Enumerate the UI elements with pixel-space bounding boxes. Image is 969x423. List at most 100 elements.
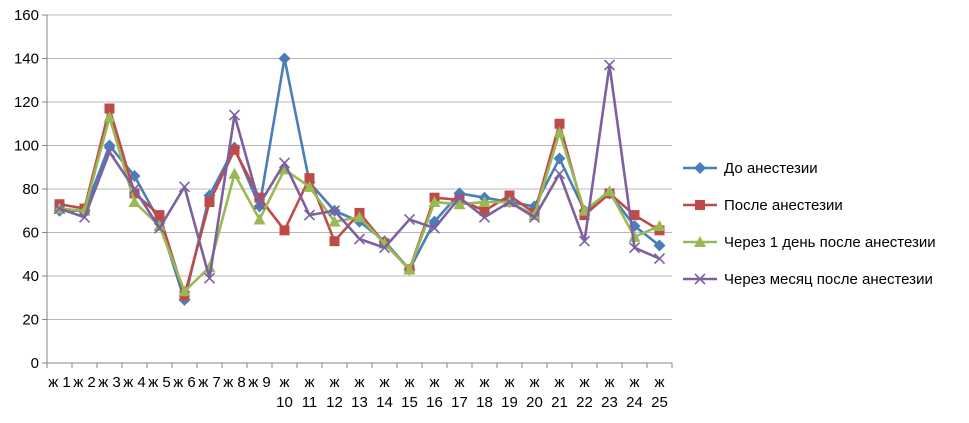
y-tick-labels: 0 20 40 60 80 100 120 140 160 xyxy=(14,7,39,372)
x-tick-label: ж 24 xyxy=(626,374,643,411)
x-tick-label: ж 15 xyxy=(401,374,418,411)
data-point xyxy=(178,285,191,297)
data-point xyxy=(304,173,315,184)
data-point xyxy=(453,192,466,204)
y-tick-label: 20 xyxy=(22,312,39,329)
x-tick-label: ж 16 xyxy=(426,374,443,411)
x-tick-label: ж 20 xyxy=(526,374,543,411)
data-point xyxy=(253,213,266,225)
data-point xyxy=(428,222,441,234)
x-tick-label: ж 23 xyxy=(601,374,618,411)
data-point xyxy=(328,205,341,217)
data-point xyxy=(229,144,240,155)
data-point xyxy=(353,233,366,245)
data-point xyxy=(378,242,391,254)
x-tick-label: ж 18 xyxy=(476,374,493,411)
series-lines xyxy=(53,52,666,306)
data-point xyxy=(553,168,566,180)
data-point xyxy=(228,167,241,179)
x-tick-label: ж 21 xyxy=(551,374,568,411)
data-point xyxy=(153,219,166,231)
x-tick-label: ж 4 xyxy=(123,374,146,391)
y-tick-label: 60 xyxy=(22,225,39,242)
data-point xyxy=(428,196,441,208)
data-point xyxy=(653,253,666,265)
data-point xyxy=(628,230,641,242)
axes xyxy=(42,14,673,368)
x-tick-label: ж 10 xyxy=(276,374,293,411)
gridlines xyxy=(47,14,672,320)
series-4 xyxy=(53,59,666,284)
y-tick-label: 100 xyxy=(14,138,39,155)
x-tick-label: ж 13 xyxy=(351,374,368,411)
x-tick-label: ж 3 xyxy=(98,374,121,391)
data-point xyxy=(103,111,116,123)
data-point xyxy=(478,196,491,208)
x-tick-label: ж 1 xyxy=(48,374,71,391)
data-point xyxy=(129,188,140,199)
data-point xyxy=(603,59,616,71)
data-point xyxy=(653,239,666,252)
legend-marker xyxy=(694,162,706,174)
x-tick-label: ж 12 xyxy=(326,374,343,411)
data-point xyxy=(329,236,340,247)
y-tick-label: 80 xyxy=(22,181,39,198)
data-point xyxy=(153,222,166,234)
data-point xyxy=(254,192,265,203)
data-point xyxy=(178,181,191,193)
data-point xyxy=(528,211,541,223)
legend-entry: Через 1 день после анестезии xyxy=(683,234,936,251)
legend-marker xyxy=(694,236,706,247)
data-point xyxy=(203,272,216,284)
x-tick-label: ж 11 xyxy=(302,374,318,411)
data-point xyxy=(253,198,266,210)
y-tick-label: 120 xyxy=(14,94,39,111)
x-tick-label: ж 22 xyxy=(576,374,593,411)
data-point xyxy=(554,118,565,129)
x-tick-label: ж 17 xyxy=(451,374,468,411)
data-point xyxy=(128,196,141,208)
data-point xyxy=(278,157,291,169)
data-point xyxy=(403,263,416,275)
legend-label: Через месяц после анестезии xyxy=(724,271,933,288)
y-tick-label: 140 xyxy=(14,51,39,68)
data-point xyxy=(553,126,566,138)
data-point xyxy=(629,210,640,221)
data-point xyxy=(53,203,66,215)
data-point xyxy=(103,146,116,158)
x-tick-label: ж 2 xyxy=(73,374,96,391)
legend-label: После анестезии xyxy=(724,197,843,214)
legend-entry: Через месяц после анестезии xyxy=(683,271,933,288)
data-point xyxy=(303,180,316,192)
data-point xyxy=(154,210,165,221)
x-tick-label: ж 14 xyxy=(376,374,393,411)
data-point xyxy=(603,185,616,197)
legend-entry: После анестезии xyxy=(683,197,843,214)
data-point xyxy=(453,198,466,210)
x-tick-label: ж 8 xyxy=(223,374,246,391)
data-point xyxy=(479,205,490,216)
x-tick-label: ж 6 xyxy=(173,374,196,391)
legend-entry: До анестезии xyxy=(683,160,818,177)
data-point xyxy=(278,52,291,65)
data-point xyxy=(328,215,341,227)
data-point xyxy=(403,213,416,226)
data-point xyxy=(204,197,215,208)
data-point xyxy=(228,109,241,121)
data-point xyxy=(578,235,591,247)
x-tick-label: ж 7 xyxy=(198,374,221,391)
data-point xyxy=(104,103,115,114)
y-tick-label: 160 xyxy=(14,7,39,24)
legend-label: Через 1 день после анестезии xyxy=(724,234,936,251)
series-2 xyxy=(54,103,665,301)
data-point xyxy=(353,211,366,223)
y-tick-label: 40 xyxy=(22,268,39,285)
y-tick-label: 0 xyxy=(31,355,39,372)
x-tick-label: ж 19 xyxy=(501,374,518,411)
data-point xyxy=(504,190,515,201)
x-tick-label: ж 9 xyxy=(248,374,271,391)
legend-marker xyxy=(695,200,705,210)
legend-label: До анестезии xyxy=(724,160,818,177)
